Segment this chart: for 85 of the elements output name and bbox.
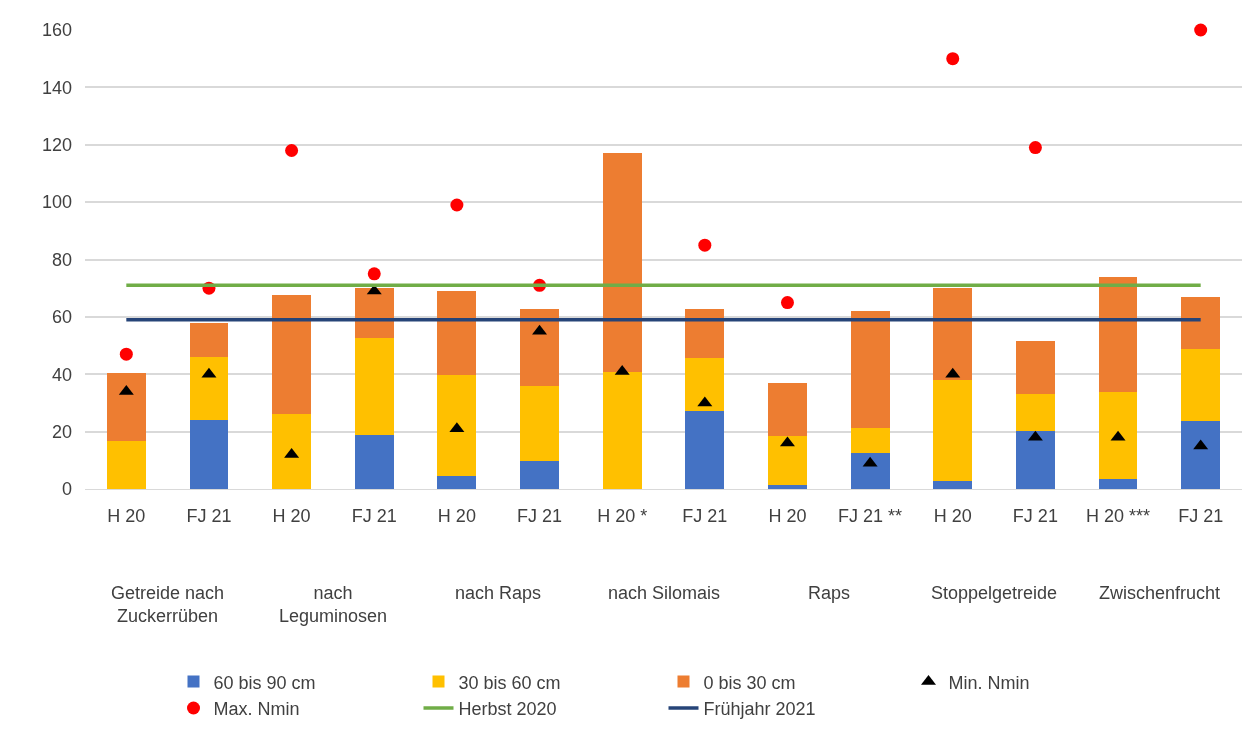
bar [768,383,807,436]
bar [1098,277,1138,393]
point [1194,23,1208,37]
text: nach Raps [455,583,542,603]
bar [768,484,807,489]
bar [189,323,229,357]
legend-label: 60 bis 90 cm [213,672,316,693]
bar [1015,340,1055,394]
bar [768,435,807,485]
bar [933,380,973,481]
bar [1181,420,1221,489]
text: Getreide nach Zuckerrüben [111,583,225,627]
y-tick-label: 140 [41,77,72,98]
bar [685,309,725,359]
y-tick-label: 160 [41,20,72,41]
bar [933,480,973,489]
bar [602,153,642,372]
point [119,347,133,361]
bar [1181,296,1221,350]
text: Stoppelgetreide [931,583,1058,603]
x-tick-label: H 20 [272,505,311,526]
x-tick-label: FJ 21 ** [838,505,903,526]
bar [272,295,312,415]
text: nach Leguminosen [279,583,388,627]
legend-label: Herbst 2020 [458,699,557,720]
bar [437,290,477,376]
bar [1098,479,1138,489]
text: Raps [808,583,851,603]
bar [850,428,890,453]
x-tick-label: H 20 * [597,505,648,526]
legend-label: Frühjahr 2021 [703,699,816,720]
bar [354,338,394,436]
bar [354,435,394,489]
x-tick-label: FJ 21 [517,505,563,526]
y-tick-label: 20 [51,421,72,442]
x-tick-label: FJ 21 [1012,505,1058,526]
legend-label: 30 bis 60 cm [458,672,561,693]
bar [189,420,229,489]
y-tick-label: 100 [41,192,72,213]
x-tick-label: FJ 21 [682,505,728,526]
bar [189,356,229,421]
bar [437,476,477,489]
x-tick-label: FJ 21 [186,505,232,526]
legend-label: 0 bis 30 cm [703,672,796,693]
y-tick-label: 60 [51,307,72,328]
bar [437,375,477,477]
bar [850,452,890,489]
text: nach Silomais [608,583,721,603]
y-tick-label: 80 [51,249,72,270]
x-tick-label: H 20 [933,505,972,526]
x-tick-label: H 20 [107,505,146,526]
x-tick-label: H 20 [437,505,476,526]
text: Zwischenfrucht [1099,583,1221,603]
bar [520,460,559,489]
bar [602,371,642,489]
point [780,296,794,310]
legend-label: Max. Nmin [213,699,300,720]
y-tick-label: 40 [51,364,72,385]
point [367,267,381,281]
y-tick-label: 120 [41,135,72,156]
bar [685,358,725,412]
bar [354,287,394,339]
x-tick-label: FJ 21 [351,505,397,526]
bar [1098,392,1138,480]
bar [106,372,146,442]
bar [520,308,559,386]
bar [520,385,559,461]
bar [106,441,146,489]
x-tick-label: FJ 21 [1178,505,1224,526]
bar [1181,349,1221,421]
legend-label: Min. Nmin [948,672,1030,693]
bar [933,287,973,381]
point [698,238,712,252]
y-tick-label: 0 [61,479,72,500]
bar [685,411,725,489]
bar [850,310,890,429]
bar [1015,393,1055,432]
bar [272,414,312,489]
point [946,52,960,66]
x-tick-label: H 20 *** [1086,505,1151,526]
point [1028,141,1042,155]
x-tick-label: H 20 [768,505,807,526]
bar [1015,431,1055,489]
point [450,198,464,212]
point [285,143,299,157]
